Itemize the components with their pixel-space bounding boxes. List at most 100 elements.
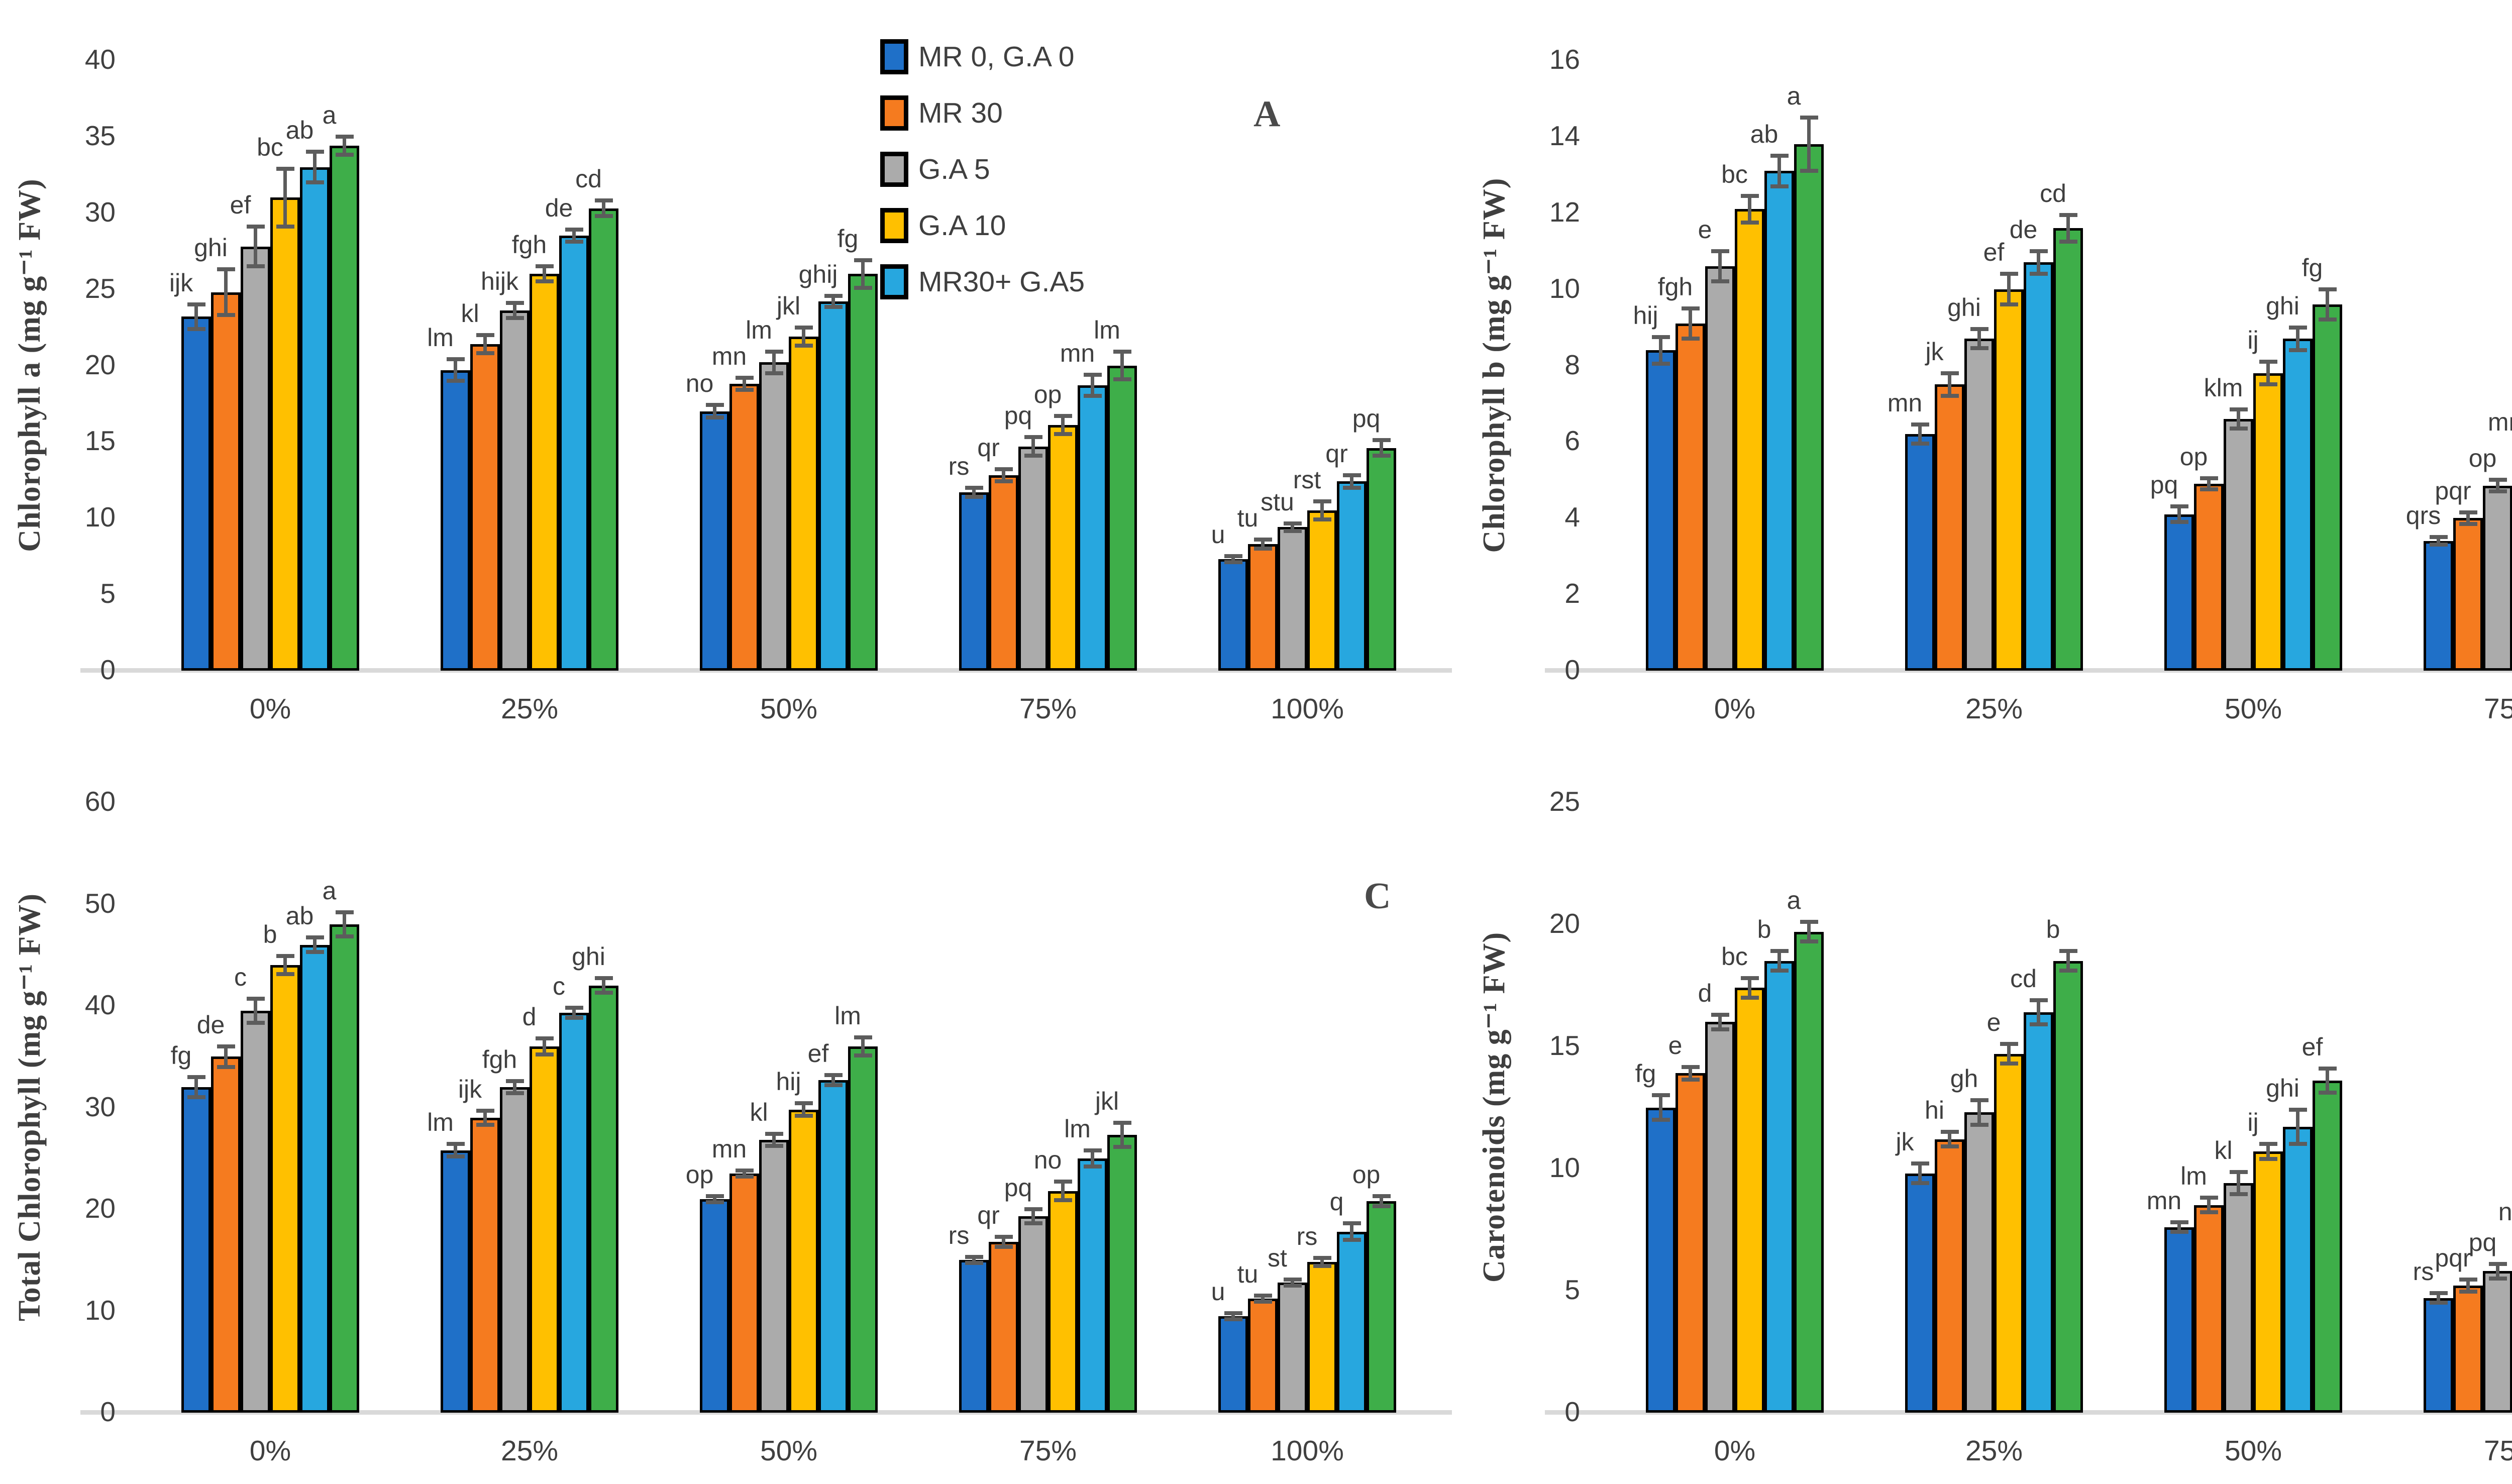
error-bar [1320,501,1324,520]
error-bar [743,377,746,390]
bar [2253,1151,2283,1413]
error-bar [572,230,576,242]
significance-letter: cd [2010,964,2037,993]
significance-letter: lm [834,1001,861,1030]
error-bar-cap [1770,153,1789,158]
bar [1935,384,1964,671]
error-bar-cap [1372,1204,1391,1208]
error-bar [2237,1172,2240,1195]
significance-letter: ij [2247,326,2259,354]
legend-label: MR 30 [918,97,1003,129]
error-bar-cap [2200,476,2218,480]
y-tick-label: 15 [1549,1030,1580,1061]
error-bar-cap [824,1083,843,1087]
significance-letter: ab [1750,120,1778,148]
error-bar-cap [276,972,294,977]
error-bar-cap [1313,499,1331,503]
bar [1994,289,2024,671]
bar [300,944,330,1413]
error-bar-cap [2229,426,2248,431]
error-bar-cap [1283,1283,1302,1288]
error-bar-cap [824,304,843,309]
error-bar-cap [1911,422,1929,427]
error-bar-cap [1024,453,1042,458]
error-bar-cap [854,1053,872,1058]
significance-letter: de [545,194,573,223]
error-bar [513,302,516,319]
plot-area: 0 5 10 15 20 25 30 35 40 0% 25% 50% 75% 100% ijk ghi ef b… [80,44,1452,725]
bar [2164,514,2194,671]
bar [2313,304,2342,671]
bar [1078,1158,1107,1413]
y-tick-label: 40 [84,44,116,75]
significance-letter: d [1698,979,1712,1007]
bar [1107,365,1137,671]
error-bar-cap [1113,1120,1131,1125]
error-bar-cap [1711,1012,1729,1017]
bar [959,1260,989,1413]
error-bar-cap [246,1021,265,1025]
legend-item: G.A 10 [880,208,1085,243]
error-bar [254,227,257,267]
legend-label: MR 0, G.A 0 [918,41,1075,73]
bar [1676,323,1705,671]
x-category-label: 75% [2483,1435,2512,1467]
error-bar [972,487,976,497]
bar [959,492,989,671]
error-bar-cap [1313,517,1331,522]
x-category-label: 25% [1965,1435,2023,1467]
error-bar-cap [2170,519,2188,524]
bar [589,985,618,1413]
bar [2283,1127,2313,1413]
significance-letter: ij [2247,1108,2259,1137]
error-bar-cap [217,313,235,317]
error-bar-cap [246,996,265,1001]
error-bar [1918,1163,1922,1184]
error-bar [343,912,346,937]
error-bar-cap [2488,489,2507,494]
error-bar [2066,951,2070,971]
y-tick-label: 12 [1549,196,1580,228]
y-tick-label: 10 [84,501,116,533]
error-bar-cap [765,1144,783,1148]
bar [1307,510,1337,671]
legend-swatch-icon [880,39,908,74]
bar [2424,1298,2453,1413]
error-bar-cap [217,267,235,272]
bar [2253,373,2283,671]
y-tick-label: 30 [84,1091,116,1122]
bar [241,246,270,671]
error-bar-cap [446,378,465,383]
bar [1018,446,1048,671]
significance-letter: ijk [458,1075,482,1103]
bar [1367,1201,1396,1413]
x-category-label: 50% [2224,693,2282,725]
significance-letter: c [553,972,565,1001]
bar [2283,339,2313,671]
error-bar [1380,440,1383,456]
error-bar-cap [1711,1027,1729,1031]
error-bar-cap [965,1255,983,1259]
significance-letter: ghi [2266,1074,2299,1103]
error-bar-cap [1651,1117,1670,1122]
significance-letter: hij [776,1068,801,1096]
plot-area: 02468101214160%25%50%75%100%hijfghebcaba… [1545,44,2512,725]
error-bar-cap [1083,1164,1102,1169]
error-bar-cap [505,300,524,305]
y-tick-label: 40 [84,989,116,1020]
error-bar-cap [994,1244,1013,1249]
error-bar-cap [1770,949,1789,953]
y-tick-label: 0 [1564,654,1580,685]
y-tick-label: 14 [1549,120,1580,151]
error-bar [2177,506,2181,522]
error-bar [513,1081,516,1094]
bar [729,383,759,671]
error-bar-cap [1283,529,1302,534]
error-bar [1291,523,1294,532]
error-bar-cap [1970,327,1988,332]
error-bar-cap [1083,372,1102,377]
error-bar-cap [2200,1196,2218,1200]
error-bar-cap [565,240,583,244]
significance-letter: op [1033,380,1062,408]
bar [2053,228,2083,671]
